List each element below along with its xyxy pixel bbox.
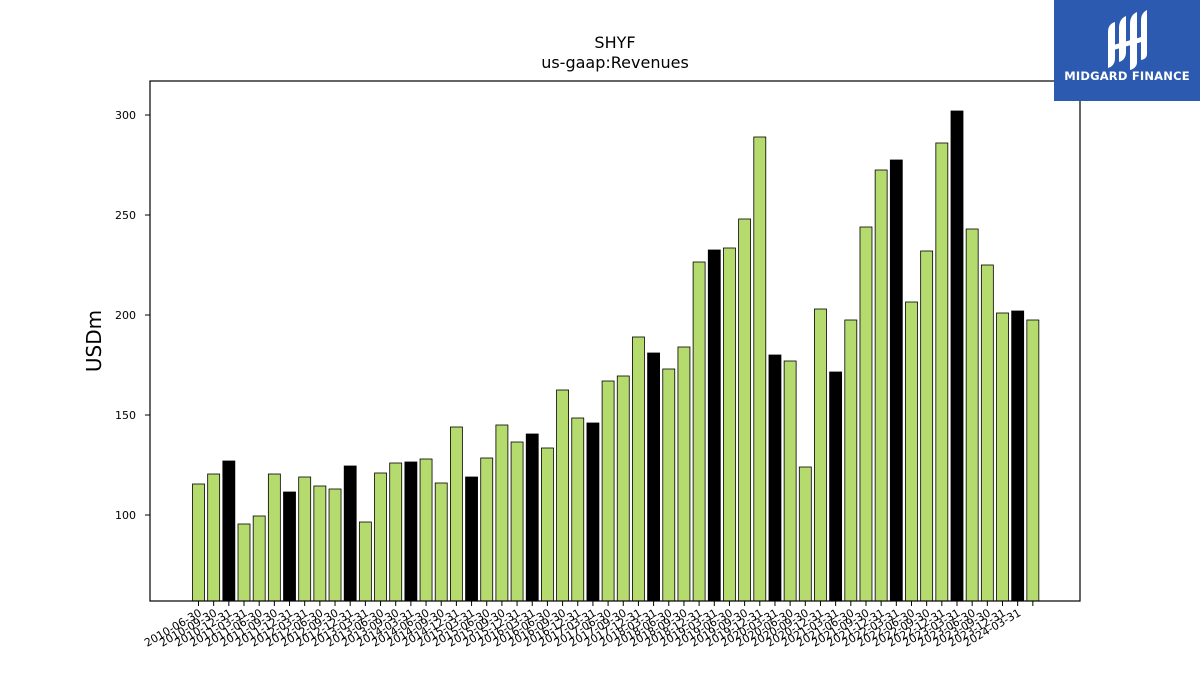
bar-30 xyxy=(647,352,660,602)
bar-41 xyxy=(814,308,827,602)
bar-17 xyxy=(449,426,463,602)
brand-name: MIDGARD FINANCE xyxy=(1064,69,1190,83)
bar-9 xyxy=(328,488,342,602)
bar-33 xyxy=(692,261,706,602)
y-tick-label: 200 xyxy=(115,309,136,322)
bar-0 xyxy=(192,483,205,602)
bar-16 xyxy=(434,482,448,602)
chart-title: SHYF xyxy=(594,33,635,52)
bar-15 xyxy=(419,458,433,602)
bar-55 xyxy=(1026,319,1040,602)
bar-28 xyxy=(616,375,630,602)
bar-51 xyxy=(965,228,979,602)
bar-38 xyxy=(768,354,782,602)
x-axis-ticks: 2010-06-302010-09-302010-12-312011-03-31… xyxy=(142,601,1034,650)
bar-19 xyxy=(480,457,494,602)
bar-27 xyxy=(601,380,615,602)
y-tick-label: 300 xyxy=(115,109,136,122)
y-axis-label: USDm xyxy=(82,310,106,372)
bar-34 xyxy=(707,249,721,602)
bar-52 xyxy=(980,264,994,602)
y-tick-label: 250 xyxy=(115,209,136,222)
bar-49 xyxy=(935,142,949,602)
bar-40 xyxy=(798,466,812,602)
bar-7 xyxy=(298,476,312,602)
bar-12 xyxy=(374,472,387,602)
bar-37 xyxy=(753,136,767,602)
bar-36 xyxy=(738,218,752,602)
chart-subtitle: us-gaap:Revenues xyxy=(541,53,689,72)
bar-25 xyxy=(571,417,585,602)
bar-3 xyxy=(237,523,251,602)
bar-8 xyxy=(313,485,327,602)
bar-31 xyxy=(662,368,676,602)
bar-2 xyxy=(222,460,236,602)
bar-54 xyxy=(1011,310,1025,602)
bar-series xyxy=(192,110,1040,602)
bar-13 xyxy=(389,462,403,602)
bar-14 xyxy=(404,461,418,602)
bar-35 xyxy=(723,247,736,602)
y-tick-label: 100 xyxy=(115,509,136,522)
bar-46 xyxy=(889,159,903,602)
y-axis-ticks: 100 150 200 250 300 xyxy=(115,109,150,522)
bar-44 xyxy=(859,226,873,602)
bar-20 xyxy=(495,424,509,602)
bar-29 xyxy=(632,336,645,602)
bar-1 xyxy=(207,473,221,602)
bar-39 xyxy=(783,360,797,602)
y-tick-label: 150 xyxy=(115,409,136,422)
bar-18 xyxy=(465,476,478,602)
bar-24 xyxy=(556,389,569,602)
bar-45 xyxy=(874,169,888,602)
bar-50 xyxy=(950,110,964,602)
bar-42 xyxy=(829,371,843,602)
bar-43 xyxy=(844,319,858,602)
bar-47 xyxy=(905,301,918,602)
bar-6 xyxy=(283,491,296,602)
bar-53 xyxy=(996,312,1009,602)
bar-21 xyxy=(510,441,524,602)
bar-4 xyxy=(252,515,266,602)
bar-22 xyxy=(525,433,539,602)
bar-5 xyxy=(267,473,281,602)
bar-26 xyxy=(586,422,600,602)
bar-48 xyxy=(920,250,934,602)
bar-23 xyxy=(541,447,554,602)
midgard-logo-icon xyxy=(1108,10,1147,70)
plot-frame xyxy=(149,80,1081,602)
bar-10 xyxy=(343,465,357,602)
bar-32 xyxy=(677,346,691,602)
brand-logo: MIDGARD FINANCE xyxy=(1054,0,1200,101)
bar-11 xyxy=(358,521,372,602)
